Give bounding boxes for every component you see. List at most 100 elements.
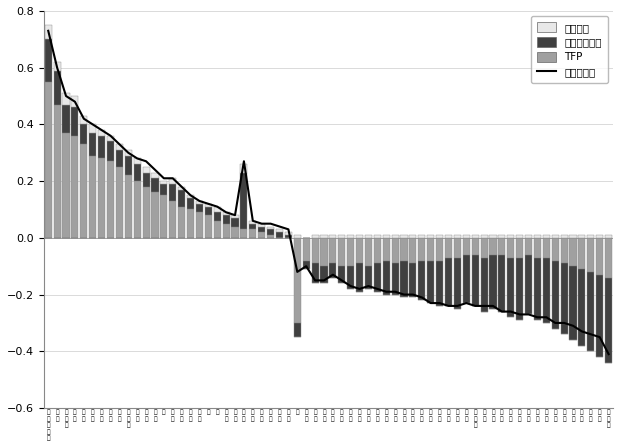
- Bar: [587, 235, 595, 238]
- Bar: [383, 261, 390, 295]
- Bar: [151, 172, 159, 178]
- Bar: [196, 201, 203, 204]
- Bar: [107, 161, 114, 238]
- Bar: [374, 235, 381, 238]
- Bar: [80, 144, 87, 238]
- Bar: [169, 201, 176, 238]
- Bar: [365, 238, 372, 266]
- Bar: [63, 104, 69, 133]
- Bar: [570, 238, 577, 266]
- Bar: [231, 215, 239, 218]
- Bar: [303, 238, 310, 261]
- Bar: [89, 125, 96, 133]
- Bar: [258, 232, 265, 238]
- Bar: [525, 238, 532, 255]
- Bar: [498, 235, 505, 238]
- Bar: [294, 238, 301, 323]
- Bar: [45, 82, 52, 238]
- Bar: [231, 218, 239, 227]
- Bar: [489, 238, 497, 255]
- Bar: [285, 232, 292, 235]
- Bar: [205, 207, 212, 215]
- Bar: [409, 238, 417, 263]
- Bar: [143, 172, 149, 187]
- Bar: [347, 266, 354, 289]
- Bar: [489, 235, 497, 238]
- Bar: [578, 269, 585, 345]
- Bar: [507, 238, 515, 258]
- Bar: [107, 136, 114, 142]
- Bar: [596, 235, 603, 238]
- Bar: [454, 235, 461, 238]
- Bar: [596, 275, 603, 357]
- Bar: [472, 235, 479, 238]
- Bar: [542, 258, 550, 323]
- Bar: [570, 235, 577, 238]
- Bar: [401, 261, 407, 297]
- Bar: [587, 238, 595, 272]
- Bar: [125, 155, 132, 176]
- Bar: [321, 266, 327, 283]
- Bar: [374, 263, 381, 292]
- Bar: [480, 238, 488, 258]
- Bar: [187, 195, 194, 198]
- Bar: [125, 150, 132, 155]
- Bar: [267, 235, 274, 238]
- Bar: [196, 204, 203, 212]
- Bar: [570, 266, 577, 340]
- Bar: [578, 235, 585, 238]
- Bar: [63, 93, 69, 104]
- Bar: [418, 238, 425, 261]
- Bar: [365, 235, 372, 238]
- Bar: [365, 266, 372, 289]
- Bar: [383, 238, 390, 261]
- Bar: [392, 263, 399, 295]
- Bar: [605, 238, 612, 278]
- Bar: [80, 125, 87, 144]
- Bar: [178, 187, 185, 190]
- Bar: [427, 261, 434, 303]
- Bar: [178, 207, 185, 238]
- Bar: [463, 238, 470, 255]
- Bar: [596, 238, 603, 275]
- Bar: [311, 263, 319, 283]
- Bar: [53, 104, 61, 238]
- Bar: [249, 221, 257, 224]
- Bar: [98, 130, 105, 136]
- Bar: [214, 212, 221, 221]
- Bar: [125, 176, 132, 238]
- Bar: [436, 261, 443, 306]
- Bar: [516, 258, 523, 320]
- Bar: [552, 238, 559, 261]
- Bar: [445, 258, 452, 306]
- Bar: [436, 235, 443, 238]
- Bar: [45, 39, 52, 82]
- Bar: [516, 238, 523, 258]
- Bar: [507, 235, 515, 238]
- Bar: [71, 96, 79, 108]
- Bar: [401, 238, 407, 261]
- Bar: [347, 238, 354, 266]
- Bar: [436, 238, 443, 261]
- Bar: [116, 150, 123, 167]
- Bar: [489, 255, 497, 309]
- Bar: [338, 235, 345, 238]
- Bar: [445, 238, 452, 258]
- Legend: 労働の質, 資本労働比率, TFP, 労働生産性: 労働の質, 資本労働比率, TFP, 労働生産性: [531, 16, 608, 83]
- Bar: [578, 238, 585, 269]
- Bar: [454, 238, 461, 258]
- Bar: [498, 255, 505, 312]
- Bar: [241, 229, 247, 238]
- Bar: [418, 261, 425, 300]
- Bar: [267, 229, 274, 235]
- Bar: [143, 187, 149, 238]
- Bar: [472, 238, 479, 255]
- Bar: [303, 261, 310, 269]
- Bar: [516, 235, 523, 238]
- Bar: [605, 235, 612, 238]
- Bar: [276, 232, 283, 238]
- Bar: [116, 144, 123, 150]
- Bar: [267, 227, 274, 229]
- Bar: [143, 167, 149, 172]
- Bar: [525, 235, 532, 238]
